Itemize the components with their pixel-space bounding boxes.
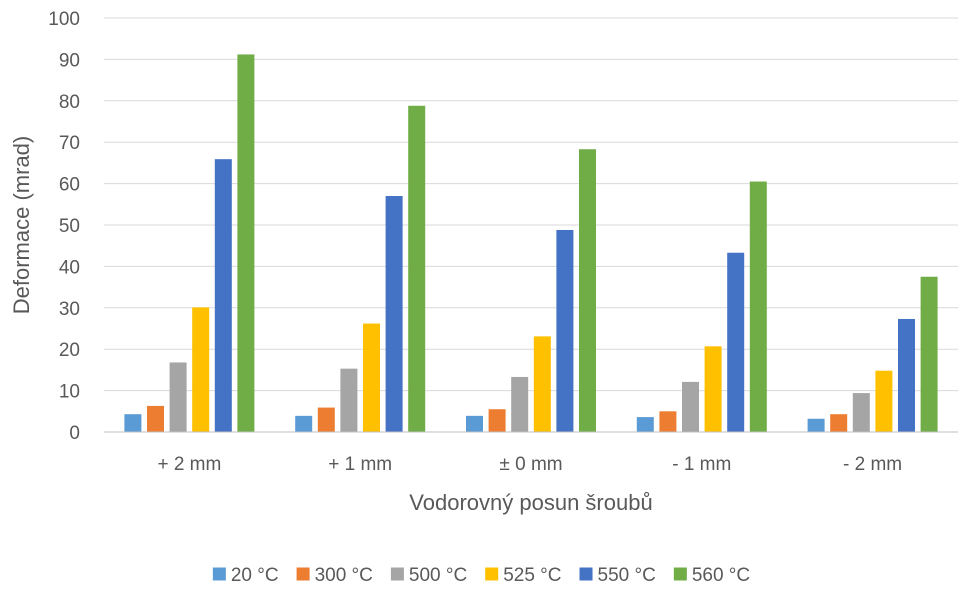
legend-label: 550 °C	[598, 565, 656, 586]
bar	[682, 381, 699, 432]
bar	[636, 417, 654, 432]
y-tick-label: 100	[48, 9, 80, 30]
legend-swatch	[673, 567, 687, 581]
bar	[533, 336, 551, 432]
bar	[920, 276, 938, 432]
bar	[830, 414, 848, 432]
legend-label: 525 °C	[503, 565, 561, 586]
y-tick-label: 70	[59, 133, 80, 154]
bar	[363, 323, 380, 432]
x-tick-label: + 1 mm	[328, 454, 392, 475]
bar	[704, 346, 722, 432]
legend-label: 20 °C	[231, 565, 279, 586]
bar	[124, 414, 142, 432]
bar	[214, 159, 232, 432]
bar	[727, 252, 745, 432]
bar	[169, 362, 187, 432]
legend-swatch	[212, 567, 226, 581]
y-tick-label: 30	[59, 299, 80, 320]
bar	[659, 411, 677, 432]
legend-swatch	[485, 567, 499, 581]
bar	[511, 376, 529, 432]
bar	[295, 415, 313, 432]
y-axis-ticks: 0 10 20 30 40 50 60 70 80 90 100	[48, 9, 80, 444]
y-tick-label: 40	[59, 257, 80, 278]
bar	[192, 307, 210, 432]
x-axis-title: Vodorovný posun šroubů	[409, 490, 652, 515]
bar	[340, 368, 358, 432]
legend-item: 20 °C	[212, 565, 279, 586]
y-tick-label: 50	[59, 216, 80, 237]
bar	[556, 229, 574, 432]
legend-label: 560 °C	[692, 565, 750, 586]
gridlines	[104, 17, 958, 392]
y-tick-label: 20	[59, 340, 80, 361]
legend-swatch	[390, 567, 404, 581]
legend-item: 560 °C	[673, 565, 750, 586]
bar	[807, 418, 825, 432]
bar	[875, 370, 893, 432]
y-tick-label: 0	[69, 423, 80, 444]
legend-item: 500 °C	[390, 565, 467, 586]
y-tick-label: 60	[59, 175, 80, 196]
bars	[124, 54, 938, 432]
bar	[147, 405, 164, 432]
x-tick-label: - 1 mm	[672, 454, 731, 475]
legend-label: 300 °C	[315, 565, 373, 586]
y-axis-title: Deformace (mrad)	[9, 136, 34, 314]
bar	[237, 54, 255, 432]
x-tick-label: + 2 mm	[157, 454, 221, 475]
y-tick-label: 10	[59, 382, 80, 403]
bar	[385, 196, 403, 432]
legend-item: 550 °C	[579, 565, 656, 586]
legend-swatch	[579, 567, 593, 581]
bar	[579, 149, 596, 432]
y-tick-label: 90	[59, 50, 80, 71]
bar	[749, 181, 767, 432]
legend: 20 °C 300 °C 500 °C 525 °C 550 °C 560 °C	[212, 565, 750, 586]
legend-item: 525 °C	[485, 565, 562, 586]
bar	[852, 393, 870, 432]
x-axis-ticks: + 2 mm + 1 mm ± 0 mm - 1 mm - 2 mm	[157, 454, 902, 475]
bar	[488, 409, 506, 432]
legend-item: 300 °C	[296, 565, 373, 586]
x-tick-label: - 2 mm	[843, 454, 902, 475]
bar	[898, 318, 915, 432]
y-tick-label: 80	[59, 92, 80, 113]
bar	[466, 415, 483, 432]
bar	[317, 407, 335, 432]
legend-label: 500 °C	[409, 565, 467, 586]
bar	[408, 105, 426, 432]
legend-swatch	[296, 567, 310, 581]
x-tick-label: ± 0 mm	[499, 454, 562, 475]
